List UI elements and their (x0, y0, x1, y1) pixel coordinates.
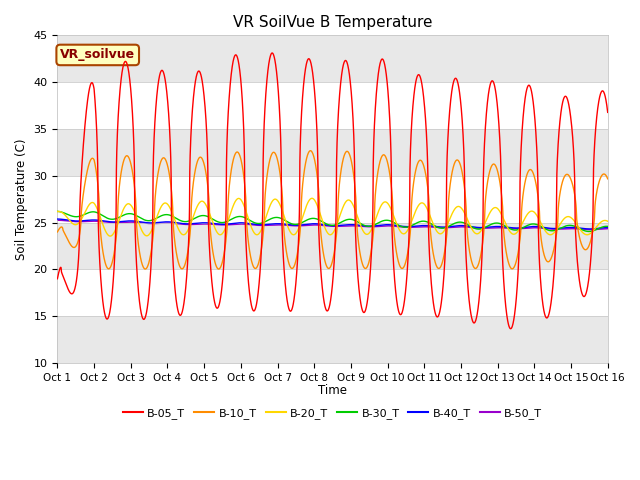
Legend: B-05_T, B-10_T, B-20_T, B-30_T, B-40_T, B-50_T: B-05_T, B-10_T, B-20_T, B-30_T, B-40_T, … (118, 403, 547, 423)
X-axis label: Time: Time (318, 384, 347, 397)
Bar (58, 223, 608, 269)
Y-axis label: Soil Temperature (C): Soil Temperature (C) (15, 138, 28, 260)
Bar (58, 129, 608, 176)
Bar (58, 36, 608, 82)
Text: VR_soilvue: VR_soilvue (60, 48, 135, 61)
Bar (58, 316, 608, 363)
Title: VR SoilVue B Temperature: VR SoilVue B Temperature (233, 15, 432, 30)
